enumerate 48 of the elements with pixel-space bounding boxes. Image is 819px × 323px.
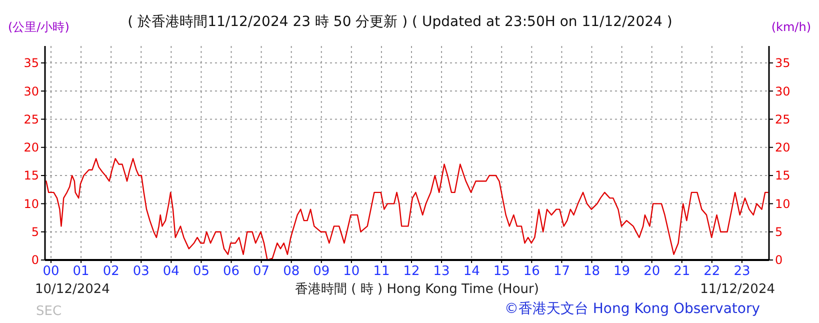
x-tick-label: 21 [674,264,690,279]
y2-tick-label: 30 [775,84,790,98]
x-tick-label: 04 [162,264,180,279]
y2-tick-label: 15 [775,168,790,183]
text: ©香港天文台 Hong Kong Observatory [504,301,760,317]
x-tick-label: 08 [283,264,300,279]
x-tick-label: 16 [523,264,540,279]
y2-tick-label: 10 [775,196,790,211]
y2-tick-label: 20 [775,140,790,155]
y-tick-label: 25 [24,112,39,126]
y2-tick-label: 5 [775,225,783,240]
y-tick-label: 0 [31,253,39,268]
x-tick-label: 03 [132,264,150,279]
x-tick-label: 12 [403,264,420,279]
x-tick-label: 17 [553,264,570,279]
y-tick-label: 30 [24,84,39,98]
x-tick-label: 02 [102,264,120,279]
y-tick-label: 20 [24,140,39,155]
x-tick-label: 09 [313,264,330,279]
x-tick-label: 23 [734,264,750,279]
y-tick-label: 15 [24,168,39,183]
y2-tick-label: 35 [775,56,790,70]
x-tick-label: 10 [343,264,360,279]
x-tick-label: 05 [192,264,210,279]
text: 11/12/2024 [700,282,775,297]
x-axis-title: 香港時間 ( 時 ) Hong Kong Time (Hour) [295,282,539,297]
chart-title: ( 於香港時間11/12/2024 23 時 50 分更新 ) ( Updated at 23:50H on 11/12/2024 ) [128,14,672,30]
y-tick-label: 5 [31,225,39,240]
y2-tick-label: 0 [775,253,783,268]
x-tick-label: 07 [253,264,270,279]
y2-tick-label: 25 [775,112,790,126]
y2-axis-title: (km/h) [771,20,811,34]
y-axis-title: (公里/小時) [8,20,70,34]
x-tick-label: 06 [222,264,240,279]
x-tick-label: 11 [373,264,390,279]
x-tick-label: 22 [704,264,720,279]
x-tick-label: 14 [463,264,480,279]
x-tick-label: 13 [433,264,450,279]
x-tick-label: 15 [493,264,510,279]
y-tick-label: 35 [24,56,39,70]
x-tick-label: 01 [72,264,90,279]
x-tick-label: 00 [42,264,60,279]
x-tick-label: 18 [583,264,600,279]
x-tick-label: 19 [614,264,630,279]
y-tick-label: 10 [24,196,39,211]
x-tick-label: 20 [644,264,660,279]
text: SEC [36,304,62,319]
text: 10/12/2024 [35,282,110,297]
